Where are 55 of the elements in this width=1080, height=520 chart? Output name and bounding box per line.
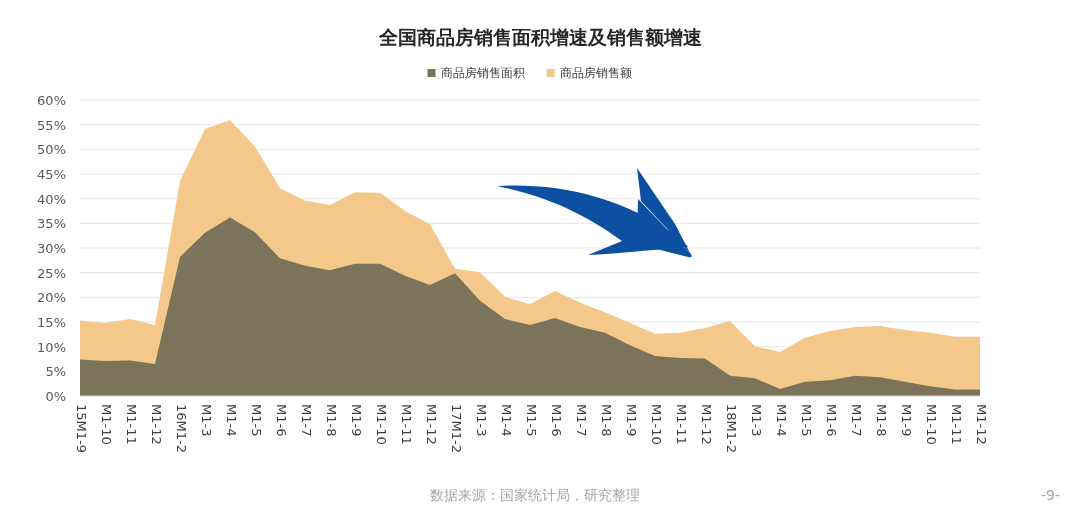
legend-label: 商品房销售面积 [440, 66, 525, 80]
x-tick-label: M1-3 [473, 404, 489, 437]
x-tick-label: M1-5 [523, 404, 539, 437]
x-tick-label: M1-6 [273, 404, 289, 437]
x-tick-label: M1-10 [648, 404, 664, 445]
legend-label: 商品房销售额 [559, 66, 632, 80]
x-tick-label: M1-8 [873, 404, 889, 437]
x-tick-label: M1-4 [498, 404, 514, 437]
y-tick-label: 25% [37, 265, 66, 281]
x-tick-label: M1-5 [798, 404, 814, 437]
x-tick-label: 16M1-2 [173, 404, 189, 453]
x-tick-label: M1-6 [823, 404, 839, 437]
y-tick-label: 5% [45, 364, 66, 380]
x-tick-label: M1-11 [948, 404, 964, 445]
x-tick-label: M1-12 [973, 404, 989, 445]
x-tick-label: M1-12 [423, 404, 439, 445]
x-tick-label: M1-7 [298, 404, 314, 437]
y-tick-label: 20% [37, 290, 66, 306]
x-tick-label: M1-3 [198, 404, 214, 437]
text: -9- [1040, 487, 1060, 503]
source-note: 数据来源：国家统计局，研究整理 [430, 487, 640, 503]
x-tick-label: M1-10 [923, 404, 939, 445]
x-tick-label: 17M1-2 [448, 404, 464, 453]
y-tick-label: 10% [37, 339, 66, 355]
y-tick-label: 50% [37, 142, 66, 158]
x-tick-label: M1-10 [98, 404, 114, 445]
x-tick-label: 18M1-2 [723, 404, 739, 453]
chart-title: 全国商品房销售面积增速及销售额增速 [377, 26, 702, 48]
x-tick-label: M1-12 [148, 404, 164, 445]
y-tick-label: 15% [37, 315, 66, 330]
y-tick-label: 35% [37, 216, 66, 232]
x-tick-label: M1-11 [673, 404, 689, 445]
x-tick-label: M1-7 [848, 404, 864, 437]
x-tick-label: M1-5 [248, 404, 264, 437]
x-tick-label: M1-9 [348, 404, 364, 437]
x-tick-label: M1-10 [373, 404, 389, 445]
x-tick-label: M1-6 [548, 404, 564, 437]
y-tick-label: 45% [37, 167, 66, 182]
y-tick-label: 40% [37, 191, 66, 207]
x-tick-label: M1-9 [623, 404, 639, 437]
x-tick-label: M1-4 [773, 404, 789, 437]
y-tick-label: 0% [45, 389, 66, 404]
y-tick-label: 55% [37, 117, 66, 133]
x-tick-label: M1-11 [398, 404, 414, 445]
x-tick-label: M1-8 [598, 404, 614, 437]
x-tick-label: M1-11 [123, 404, 139, 445]
x-tick-label: M1-9 [898, 404, 914, 437]
x-tick-label: M1-7 [573, 404, 589, 437]
x-tick-label: M1-3 [748, 404, 764, 437]
y-tick-label: 30% [37, 241, 66, 256]
y-tick-label: 60% [37, 93, 66, 108]
x-tick-label: M1-8 [323, 404, 339, 437]
x-tick-label: M1-12 [698, 404, 714, 445]
x-tick-label: M1-4 [223, 404, 239, 437]
x-tick-label: 15M1-9 [73, 404, 89, 453]
